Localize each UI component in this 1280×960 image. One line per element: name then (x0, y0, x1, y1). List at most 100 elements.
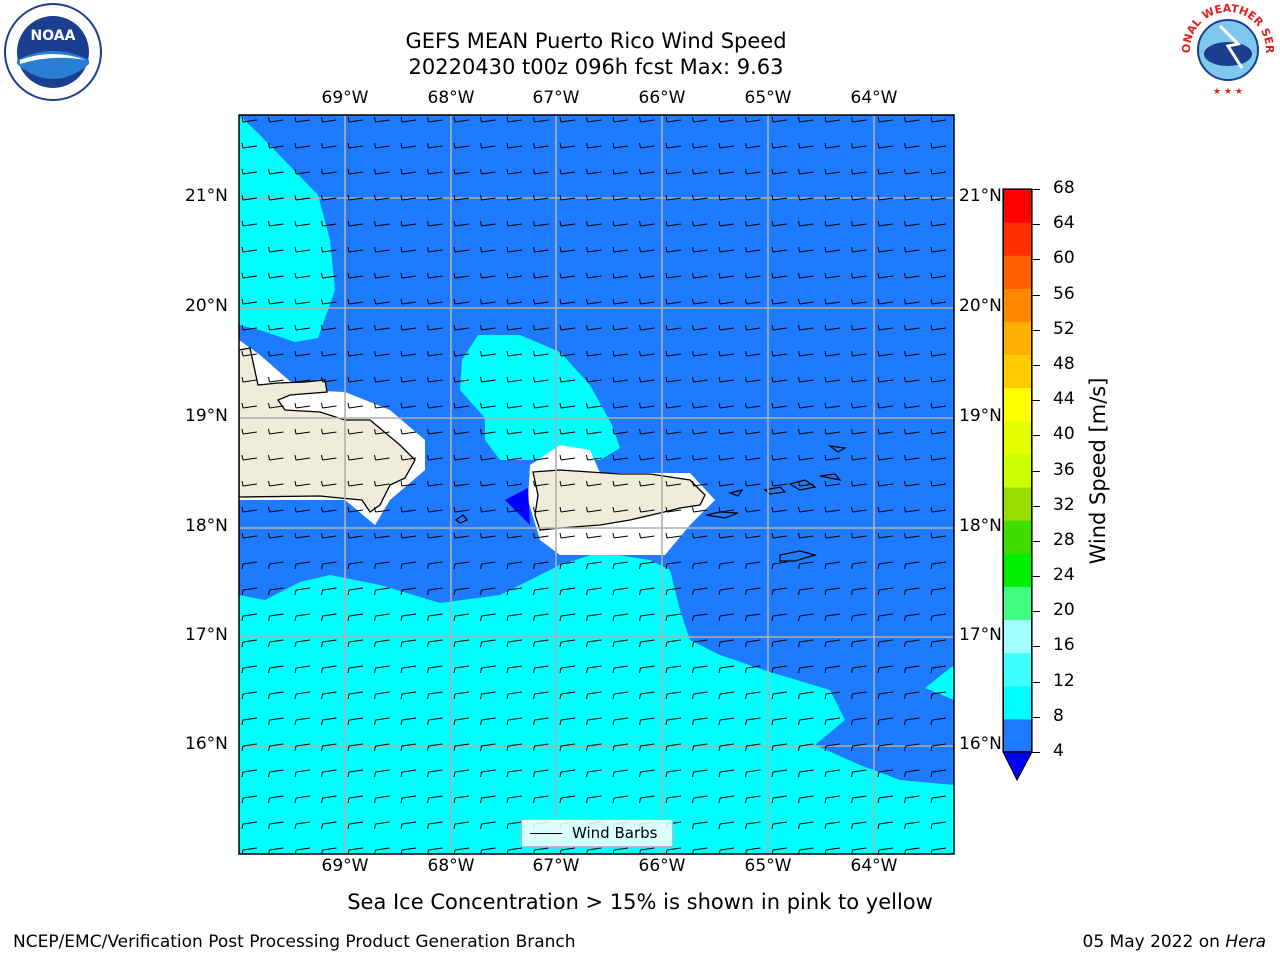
wind-barb (692, 402, 708, 409)
wind-barb (877, 376, 894, 383)
colorbar-tick-label: 44 (1053, 389, 1075, 410)
wind-barb (586, 116, 602, 123)
wind-barb (665, 116, 682, 123)
wind-barb (427, 587, 443, 596)
wind-barb (904, 402, 920, 409)
wind-barb (639, 194, 655, 201)
colorbar-tick-label: 36 (1053, 459, 1075, 480)
wind-barb (241, 246, 258, 253)
wind-barb (400, 246, 417, 253)
wind-barb (745, 532, 761, 539)
colorbar-segment (1003, 619, 1032, 654)
wind-below-4-region (505, 488, 530, 525)
footer-machine: Hera (1225, 932, 1266, 952)
wind-barb (904, 168, 920, 175)
wind-barb (904, 116, 920, 123)
wind-barb (851, 665, 867, 674)
wind-barb (374, 168, 390, 175)
wind-barb (400, 587, 417, 596)
wind-barb (639, 454, 655, 461)
wind-barb (718, 116, 735, 123)
wind-barb (480, 350, 496, 357)
wind-barb (692, 142, 708, 149)
wind-barb (904, 272, 920, 279)
wind-barb (480, 246, 496, 253)
wind-barb (930, 480, 947, 487)
wind-barb (374, 532, 390, 539)
wind-barb (798, 717, 814, 726)
wind-barb (506, 246, 523, 253)
wind-barb (268, 272, 284, 279)
wind-barb (665, 454, 682, 461)
wind-barb (480, 743, 496, 752)
wind-barb (718, 376, 735, 383)
wind-barb (533, 116, 549, 123)
wind-barb (400, 272, 417, 279)
wind-barb (612, 454, 629, 461)
colorbar-segment (1003, 255, 1032, 289)
wind-barb (639, 561, 655, 570)
wind-barb (930, 454, 947, 461)
lon-label-top: 64°W (850, 88, 898, 108)
wind-barb (930, 428, 947, 435)
wind-barb (692, 246, 708, 253)
wind-barb (877, 168, 894, 175)
wind-barb (612, 428, 629, 435)
lon-label-top: 69°W (321, 88, 369, 108)
wind-barb (321, 298, 337, 305)
wind-barb (745, 769, 761, 778)
wind-barb (798, 298, 814, 305)
wind-barb (453, 639, 470, 648)
colorbar-min-extension (1002, 751, 1033, 782)
wind-barb (771, 532, 788, 539)
wind-barb (612, 743, 629, 752)
wind-barb (268, 246, 284, 253)
wind-barb (321, 717, 337, 726)
wind-barb (771, 376, 788, 383)
wind-barb (692, 428, 708, 435)
wind-barb (586, 506, 602, 513)
wind-barb (374, 587, 390, 596)
wind-barb (241, 194, 258, 201)
colorbar-segment (1003, 487, 1032, 521)
noaa-logo: NOAA (4, 3, 102, 101)
wind-barb (612, 376, 629, 383)
footer-date: 05 May 2022 on Hera (1083, 932, 1267, 952)
wind-barb (347, 480, 364, 487)
wind-barb (321, 168, 337, 175)
wind-barb (665, 691, 682, 700)
wind-barb (798, 743, 814, 752)
wind-barb (718, 717, 735, 726)
wind-barb (586, 691, 602, 700)
wind-barb (241, 324, 258, 331)
wind-barb (321, 350, 337, 357)
footer-date-text: 05 May 2022 on (1082, 932, 1220, 952)
wind-barb (877, 454, 894, 461)
wind-barb (639, 717, 655, 726)
wind-barb (639, 587, 655, 596)
wind-barb (745, 847, 761, 854)
wind-barb (321, 639, 337, 648)
wind-barb (321, 272, 337, 279)
wind-barb (798, 639, 814, 648)
colorbar-tick-label: 68 (1053, 178, 1075, 198)
wind-barb (559, 532, 576, 539)
lon-label-top: 68°W (427, 88, 475, 108)
wind-barb (824, 506, 841, 513)
wind-barb (453, 350, 470, 357)
wind-barb (665, 847, 682, 854)
wind-barb (639, 743, 655, 752)
wind-barb (612, 194, 629, 201)
wind-barb (665, 350, 682, 357)
wind-barb (480, 665, 496, 674)
wind-barb (745, 142, 761, 149)
lon-label-bottom: 66°W (638, 856, 686, 876)
wind-barb (241, 454, 258, 461)
wind-barb (851, 324, 867, 331)
wind-barb (294, 272, 311, 279)
wind-barb (506, 769, 523, 778)
wind-barb (851, 717, 867, 726)
wind-barb (374, 717, 390, 726)
wind-barb (824, 821, 841, 830)
wind-barb (877, 246, 894, 253)
